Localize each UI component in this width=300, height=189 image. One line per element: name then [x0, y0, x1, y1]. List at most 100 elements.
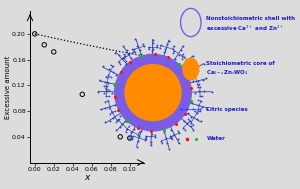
Point — [148, 143, 153, 146]
Point — [136, 135, 141, 138]
Point — [158, 44, 163, 47]
Point — [120, 57, 125, 60]
Point — [189, 116, 194, 119]
Point — [114, 73, 118, 76]
Point — [114, 121, 118, 124]
Point — [104, 85, 109, 88]
Point — [106, 76, 111, 79]
Point — [133, 37, 138, 40]
Point — [194, 71, 198, 74]
Circle shape — [115, 54, 191, 131]
Point — [149, 50, 154, 53]
Point — [188, 100, 193, 103]
Point — [181, 52, 185, 55]
Point — [124, 119, 129, 122]
Point — [190, 61, 195, 64]
Point — [190, 54, 195, 57]
Point — [112, 104, 117, 107]
Point — [142, 138, 147, 141]
Point — [200, 95, 205, 98]
Point — [190, 80, 195, 83]
Point — [136, 133, 140, 136]
Point — [127, 60, 132, 63]
Point — [112, 96, 117, 99]
Point — [103, 121, 108, 124]
Point — [131, 135, 136, 138]
Point — [117, 53, 122, 57]
Point — [197, 83, 202, 86]
Point — [195, 111, 200, 114]
Point — [144, 137, 149, 140]
Point — [169, 136, 173, 139]
Point — [171, 133, 176, 136]
Point — [131, 50, 136, 53]
Point — [186, 118, 191, 121]
Point — [106, 88, 111, 91]
Point — [118, 135, 123, 138]
Point — [149, 135, 154, 138]
Point — [199, 119, 203, 122]
Point — [143, 135, 148, 138]
Point — [151, 42, 156, 45]
Point — [137, 49, 142, 52]
Point — [189, 62, 194, 65]
Point — [187, 71, 191, 74]
Point — [108, 75, 113, 78]
Point — [170, 48, 175, 51]
Point — [117, 118, 122, 121]
Point — [113, 51, 118, 54]
Point — [180, 54, 184, 57]
Point — [201, 79, 206, 82]
Point — [110, 111, 114, 114]
Point — [188, 63, 193, 66]
Point — [103, 81, 107, 84]
Point — [42, 43, 47, 46]
Point — [139, 130, 144, 133]
Point — [192, 110, 197, 113]
Point — [32, 32, 37, 35]
Point — [191, 123, 196, 126]
Point — [202, 63, 206, 66]
Point — [172, 58, 177, 61]
Point — [153, 133, 158, 136]
Point — [141, 45, 146, 48]
Point — [99, 108, 103, 111]
X-axis label: x: x — [84, 173, 90, 182]
Point — [106, 68, 111, 71]
Point — [158, 47, 162, 50]
Point — [174, 122, 179, 125]
Point — [117, 114, 122, 117]
Point — [179, 108, 184, 111]
Point — [181, 127, 186, 130]
Point — [146, 48, 151, 51]
Point — [124, 48, 129, 51]
Point — [153, 135, 158, 138]
Point — [171, 45, 176, 48]
Point — [176, 129, 180, 132]
Point — [186, 64, 191, 67]
Point — [103, 87, 108, 90]
Point — [167, 147, 171, 150]
Point — [131, 48, 136, 51]
Point — [114, 129, 118, 132]
Point — [150, 38, 155, 41]
Point — [202, 90, 207, 93]
Point — [168, 136, 173, 139]
Point — [127, 137, 132, 140]
Point — [109, 91, 114, 94]
Point — [198, 95, 203, 98]
Point — [175, 138, 180, 141]
Point — [106, 99, 110, 102]
Point — [168, 129, 173, 132]
Point — [189, 86, 194, 89]
Text: Nonstoichiometric shell with
excessive Ca$^{2+}$ and Zn$^{2+}$: Nonstoichiometric shell with excessive C… — [206, 16, 296, 33]
Point — [161, 51, 166, 54]
Point — [197, 90, 202, 93]
Point — [196, 109, 200, 112]
Point — [177, 131, 182, 134]
Point — [188, 119, 192, 122]
Text: Citric species: Citric species — [206, 107, 248, 112]
Point — [162, 131, 167, 134]
Point — [136, 127, 140, 130]
Point — [103, 75, 108, 78]
